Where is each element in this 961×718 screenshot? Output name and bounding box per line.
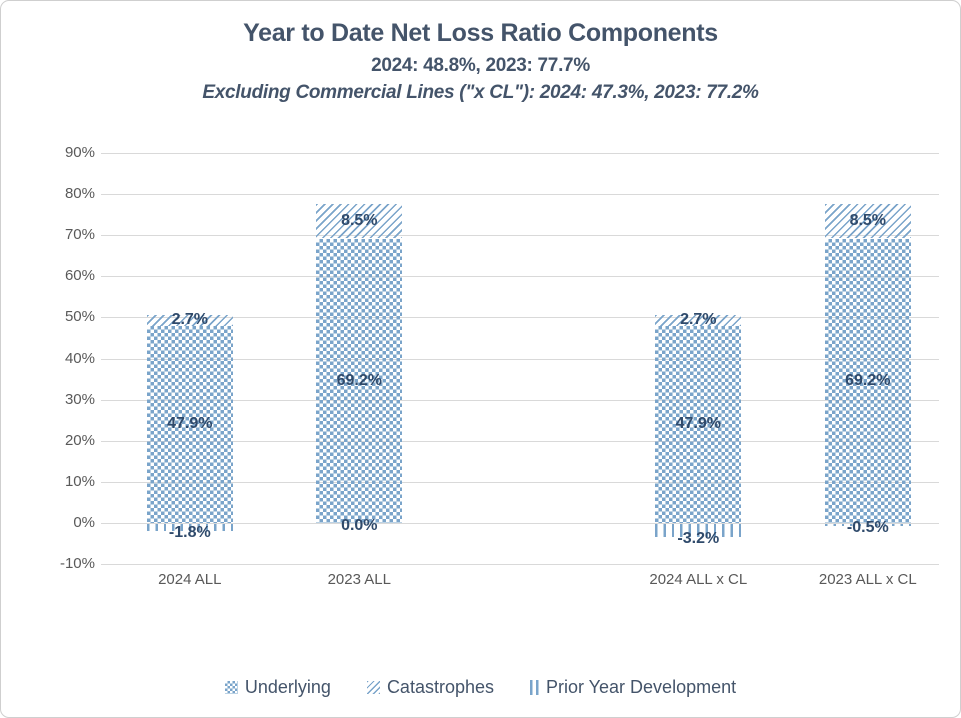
y-axis-tick-label: 20% bbox=[64, 431, 95, 449]
legend-item-underlying[interactable]: Underlying bbox=[224, 677, 331, 698]
catastrophes-segment[interactable]: 2.7% bbox=[146, 311, 233, 328]
gridline bbox=[101, 522, 939, 524]
gridline bbox=[101, 235, 939, 237]
y-axis-tick-label: 0% bbox=[73, 513, 95, 531]
legend-item-catastrophes[interactable]: Catastrophes bbox=[366, 677, 494, 698]
data-label: 2.7% bbox=[171, 311, 209, 329]
prior-year-development-segment[interactable] bbox=[146, 523, 233, 532]
chart-header: Year to Date Net Loss Ratio Components 2… bbox=[1, 19, 960, 104]
data-label: 47.9% bbox=[167, 415, 213, 433]
legend-item-prior-year-development[interactable]: Prior Year Development bbox=[530, 677, 736, 698]
gridline bbox=[101, 194, 939, 196]
data-label: 2.7% bbox=[680, 311, 717, 329]
prior-year-development-pattern-swatch-icon bbox=[530, 680, 539, 695]
y-axis-tick-label: 10% bbox=[64, 472, 95, 490]
underlying-segment[interactable]: 69.2% bbox=[824, 238, 911, 523]
prior-year-development-label: -3.2% bbox=[677, 530, 720, 548]
gridline bbox=[101, 153, 939, 154]
prior-year-development-label: -0.5% bbox=[846, 519, 889, 536]
y-axis-tick-label: 80% bbox=[64, 185, 95, 203]
legend-label-underlying: Underlying bbox=[244, 677, 331, 697]
data-label: 8.5% bbox=[341, 212, 378, 230]
y-axis-tick-label: 40% bbox=[64, 349, 95, 367]
y-axis-tick-label: 50% bbox=[64, 308, 95, 326]
gridline bbox=[101, 276, 939, 278]
data-label: 69.2% bbox=[336, 371, 382, 389]
x-axis-category-label: 2024 ALL x CL bbox=[649, 571, 748, 588]
underlying-segment[interactable]: 69.2% bbox=[316, 238, 403, 523]
gridline bbox=[101, 440, 939, 442]
catastrophes-pattern-swatch-icon bbox=[366, 681, 380, 694]
x-axis-category-label: 2024 ALL bbox=[158, 571, 222, 588]
underlying-segment[interactable]: 47.9% bbox=[655, 326, 742, 523]
chart-title: Year to Date Net Loss Ratio Components bbox=[243, 19, 718, 47]
chart-subtitle-totals: 2024: 48.8%, 2023: 77.7% bbox=[371, 55, 590, 76]
prior-year-development-label: -1.8% bbox=[168, 524, 211, 542]
y-axis-tick-label: 70% bbox=[64, 226, 95, 244]
catastrophes-segment[interactable]: 8.5% bbox=[824, 203, 911, 239]
data-label: 47.9% bbox=[675, 415, 721, 433]
x-axis-category-label: 2023 ALL bbox=[327, 571, 391, 588]
prior-year-development-segment[interactable] bbox=[655, 523, 742, 538]
underlying-segment[interactable]: 47.9% bbox=[146, 326, 233, 523]
gridline bbox=[101, 399, 939, 401]
gridline bbox=[101, 317, 939, 319]
legend: Underlying Catastrophes Prior Year Devel… bbox=[1, 677, 960, 698]
y-axis-tick-label: 60% bbox=[64, 267, 95, 285]
catastrophes-segment[interactable]: 2.7% bbox=[655, 311, 742, 328]
underlying-pattern-swatch-icon bbox=[224, 681, 238, 694]
catastrophes-segment[interactable]: 8.5% bbox=[316, 203, 403, 239]
y-axis-tick-label: 30% bbox=[64, 390, 95, 408]
gridline bbox=[101, 358, 939, 360]
legend-label-prior-year-development: Prior Year Development bbox=[546, 677, 737, 697]
legend-label-catastrophes: Catastrophes bbox=[386, 677, 494, 697]
y-axis-tick-label: 90% bbox=[64, 144, 95, 161]
data-label: 8.5% bbox=[849, 212, 887, 230]
x-axis-category-label: 2023 ALL x CL bbox=[818, 571, 917, 588]
y-axis-tick-label: -10% bbox=[59, 555, 95, 572]
prior-year-development-segment[interactable] bbox=[824, 523, 911, 526]
prior-year-development-label: 0.0% bbox=[341, 516, 378, 534]
gridline bbox=[101, 481, 939, 483]
chart-subtitle-excl-cl: Excluding Commercial Lines ("x CL"): 202… bbox=[202, 82, 759, 103]
gridline bbox=[101, 564, 939, 565]
data-label: 69.2% bbox=[845, 371, 891, 389]
